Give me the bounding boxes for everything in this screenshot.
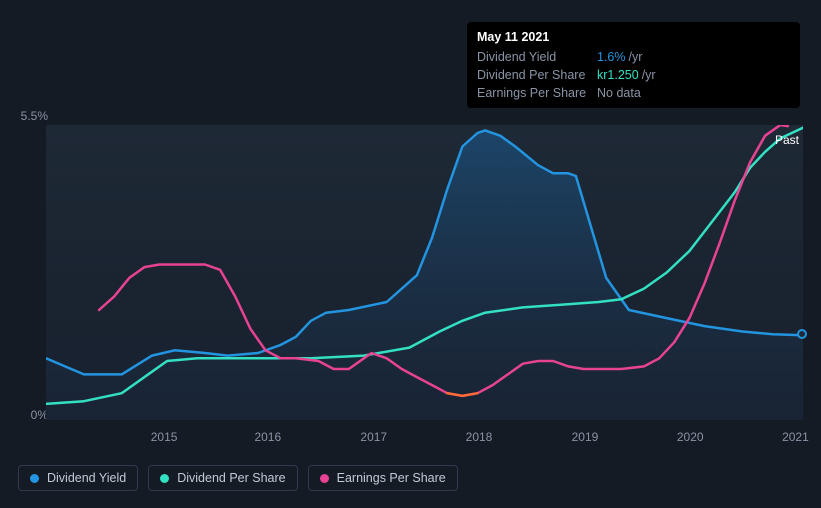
legend-label: Earnings Per Share [337, 471, 446, 485]
x-tick-label: 2017 [360, 430, 387, 444]
y-tick-min: 0% [18, 408, 48, 422]
legend-item[interactable]: Dividend Yield [18, 465, 138, 491]
x-tick-label: 2020 [677, 430, 704, 444]
x-tick-label: 2016 [254, 430, 281, 444]
x-tick-label: 2021 [782, 430, 809, 444]
tooltip-row-value: 1.6% [597, 50, 626, 64]
legend-item[interactable]: Earnings Per Share [308, 465, 458, 491]
series-end-marker [797, 329, 807, 339]
legend-dot-icon [30, 474, 39, 483]
tooltip-row: Dividend Per Sharekr1.250/yr [467, 66, 800, 84]
y-tick-max: 5.5% [18, 109, 48, 123]
tooltip-row-suffix: /yr [642, 68, 656, 82]
tooltip-row-value: No data [597, 86, 641, 100]
chart-tooltip: May 11 2021 Dividend Yield1.6%/yrDividen… [467, 22, 800, 108]
past-label: Past [775, 133, 799, 147]
tooltip-row-label: Dividend Per Share [477, 68, 597, 82]
tooltip-row-label: Dividend Yield [477, 50, 597, 64]
tooltip-row-value: kr1.250 [597, 68, 639, 82]
x-axis: 2015201620172018201920202021 [46, 430, 803, 450]
legend-dot-icon [160, 474, 169, 483]
tooltip-date: May 11 2021 [467, 28, 800, 48]
legend-dot-icon [320, 474, 329, 483]
plot-area[interactable]: Past [46, 125, 803, 420]
x-tick-label: 2018 [466, 430, 493, 444]
dividend-chart: 5.5% 0% Past 201520162017201820192020202… [18, 100, 803, 455]
tooltip-row: Earnings Per ShareNo data [467, 84, 800, 102]
x-tick-label: 2015 [151, 430, 178, 444]
legend-item[interactable]: Dividend Per Share [148, 465, 297, 491]
legend-label: Dividend Per Share [177, 471, 285, 485]
tooltip-row-suffix: /yr [629, 50, 643, 64]
chart-legend: Dividend Yield Dividend Per Share Earnings… [18, 465, 458, 491]
tooltip-row-label: Earnings Per Share [477, 86, 597, 100]
x-tick-label: 2019 [572, 430, 599, 444]
legend-label: Dividend Yield [47, 471, 126, 485]
tooltip-row: Dividend Yield1.6%/yr [467, 48, 800, 66]
